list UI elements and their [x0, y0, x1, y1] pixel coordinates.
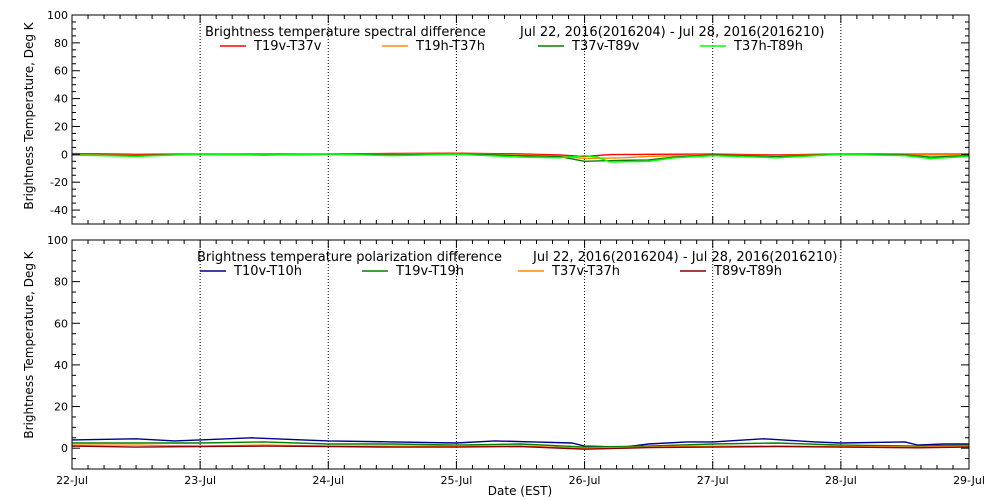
y-tick-label: 20	[54, 120, 68, 133]
y-tick-label: 60	[54, 65, 68, 78]
x-axis-title: Date (EST)	[488, 484, 552, 498]
y-tick-label: 60	[54, 317, 68, 330]
x-tick-label: 29-Jul	[953, 474, 985, 487]
series-line-t89v-t89h	[71, 445, 970, 450]
y-tick-label: 80	[54, 37, 68, 50]
x-tick-label: 27-Jul	[697, 474, 729, 487]
legend-label: T10v-T10h	[233, 264, 302, 279]
y-axis-title: Brightness Temperature, Deg K	[22, 21, 36, 209]
panel-title: Brightness temperature polarization diff…	[197, 250, 502, 265]
y-tick-label: 80	[54, 276, 68, 289]
x-tick-label: 24-Jul	[312, 474, 344, 487]
spectral-difference-panel: Brightness temperature spectral differen…	[22, 9, 970, 225]
y-tick-label: -40	[50, 204, 68, 217]
y-tick-label: 40	[54, 359, 68, 372]
series-line-t10v-t10h	[71, 437, 969, 448]
x-tick-label: 25-Jul	[440, 474, 472, 487]
legend-label: T89v-T89h	[713, 264, 782, 279]
y-tick-label: -20	[50, 176, 68, 189]
legend-label: T19v-T37v	[253, 39, 322, 54]
panel-title: Brightness temperature spectral differen…	[205, 25, 486, 40]
x-tick-label: 23-Jul	[184, 474, 216, 487]
panel-date-range: Jul 22, 2016(2016204) - Jul 28, 2016(201…	[519, 25, 824, 40]
plot-frame	[71, 14, 970, 225]
legend-label: T19h-T37h	[415, 39, 485, 54]
legend-label: T19v-T19h	[395, 264, 464, 279]
series-line-t19v-t19h	[72, 441, 970, 448]
y-tick-label: 0	[61, 148, 68, 161]
legend-label: T37h-T89h	[733, 39, 803, 54]
plot-frame	[71, 239, 970, 470]
y-tick-label: 20	[54, 401, 68, 414]
legend-label: T37v-T37h	[551, 264, 620, 279]
y-tick-label: 40	[54, 93, 68, 106]
legend-label: T37v-T89v	[571, 39, 640, 54]
x-tick-label: 28-Jul	[825, 474, 857, 487]
x-tick-label: 26-Jul	[569, 474, 601, 487]
y-tick-label: 0	[61, 442, 68, 455]
y-tick-label: 100	[47, 9, 68, 22]
series-line-t37h-t89h	[71, 153, 970, 163]
y-axis-title: Brightness Temperature, Deg K	[22, 250, 36, 438]
panel-date-range: Jul 22, 2016(2016204) - Jul 28, 2016(201…	[532, 250, 837, 265]
polarization-difference-panel: Brightness temperature polarization diff…	[22, 234, 985, 498]
y-tick-label: 100	[47, 234, 68, 247]
x-tick-label: 22-Jul	[56, 474, 88, 487]
